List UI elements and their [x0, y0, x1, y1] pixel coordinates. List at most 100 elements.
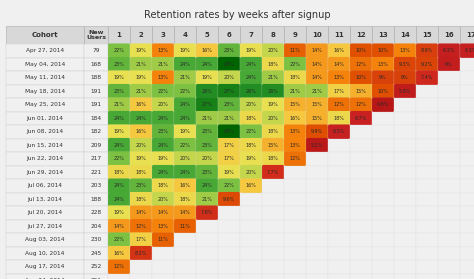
Text: 20%: 20%	[246, 170, 256, 175]
Text: 23%: 23%	[157, 129, 168, 134]
Text: 21%: 21%	[180, 75, 191, 80]
FancyBboxPatch shape	[152, 232, 174, 247]
Text: 21%: 21%	[136, 89, 146, 94]
Bar	[196, 220, 218, 233]
Bar	[328, 85, 350, 98]
FancyBboxPatch shape	[196, 44, 218, 58]
Bar	[196, 26, 218, 44]
Text: May 11, 2014: May 11, 2014	[25, 75, 65, 80]
Bar	[152, 44, 174, 57]
Bar	[284, 165, 306, 179]
Bar	[460, 247, 474, 260]
Text: 19%: 19%	[136, 48, 146, 53]
Text: 12%: 12%	[356, 102, 366, 107]
Bar	[372, 193, 394, 206]
FancyBboxPatch shape	[306, 84, 328, 98]
Text: 14%: 14%	[180, 210, 191, 215]
Bar	[218, 165, 240, 179]
Bar	[350, 165, 372, 179]
Bar	[174, 260, 196, 273]
FancyBboxPatch shape	[152, 44, 174, 58]
Bar	[416, 26, 438, 44]
FancyBboxPatch shape	[130, 97, 152, 112]
Text: 23%: 23%	[136, 183, 146, 188]
Bar	[130, 26, 152, 44]
Bar	[196, 193, 218, 206]
FancyBboxPatch shape	[350, 57, 372, 71]
Bar	[218, 220, 240, 233]
Bar	[152, 138, 174, 152]
Text: 14%: 14%	[311, 75, 322, 80]
Bar	[218, 26, 240, 44]
Bar	[130, 220, 152, 233]
Text: 11: 11	[334, 32, 344, 38]
Bar	[350, 206, 372, 220]
Bar	[262, 233, 284, 247]
Bar	[350, 112, 372, 125]
FancyBboxPatch shape	[130, 232, 152, 247]
FancyBboxPatch shape	[152, 70, 174, 85]
Bar	[372, 85, 394, 98]
Bar	[174, 233, 196, 247]
Bar	[196, 98, 218, 112]
Bar	[328, 26, 350, 44]
FancyBboxPatch shape	[130, 57, 152, 71]
Text: 5.2%: 5.2%	[311, 143, 323, 148]
FancyBboxPatch shape	[174, 97, 196, 112]
Bar	[84, 193, 108, 206]
Text: 19%: 19%	[114, 210, 124, 215]
Bar	[174, 206, 196, 220]
Text: 252: 252	[91, 264, 101, 269]
Text: Jul 06, 2014: Jul 06, 2014	[27, 183, 63, 188]
Bar	[6, 125, 84, 138]
Text: 13%: 13%	[157, 48, 168, 53]
Bar	[306, 85, 328, 98]
Text: 20%: 20%	[157, 102, 168, 107]
Text: 20%: 20%	[201, 156, 212, 161]
FancyBboxPatch shape	[174, 84, 196, 98]
FancyBboxPatch shape	[108, 44, 130, 58]
Text: 8: 8	[271, 32, 275, 38]
Text: 21%: 21%	[136, 62, 146, 67]
FancyBboxPatch shape	[108, 259, 130, 274]
FancyBboxPatch shape	[328, 57, 350, 71]
Bar	[108, 220, 130, 233]
Bar	[394, 179, 416, 193]
Bar	[372, 112, 394, 125]
Bar	[460, 125, 474, 138]
Bar	[108, 193, 130, 206]
Bar	[84, 220, 108, 233]
FancyBboxPatch shape	[460, 44, 474, 58]
Bar	[328, 57, 350, 71]
Text: 11%: 11%	[157, 237, 168, 242]
Bar	[262, 260, 284, 273]
Bar	[84, 179, 108, 193]
Bar	[350, 247, 372, 260]
Text: 29%: 29%	[224, 129, 234, 134]
Text: 20%: 20%	[267, 48, 278, 53]
FancyBboxPatch shape	[108, 165, 130, 180]
Bar	[284, 152, 306, 165]
Text: 22%: 22%	[180, 143, 191, 148]
Text: 18%: 18%	[267, 156, 278, 161]
FancyBboxPatch shape	[328, 97, 350, 112]
Text: 21%: 21%	[114, 102, 125, 107]
Bar	[196, 273, 218, 279]
Bar	[196, 85, 218, 98]
FancyBboxPatch shape	[416, 44, 438, 58]
FancyBboxPatch shape	[130, 179, 152, 193]
Text: 19%: 19%	[246, 156, 256, 161]
Bar	[372, 71, 394, 85]
FancyBboxPatch shape	[262, 124, 284, 139]
Bar	[416, 179, 438, 193]
Text: 19%: 19%	[180, 129, 191, 134]
FancyBboxPatch shape	[306, 70, 328, 85]
Text: 16%: 16%	[334, 48, 345, 53]
Text: 21%: 21%	[201, 197, 212, 202]
FancyBboxPatch shape	[130, 44, 152, 58]
Bar	[372, 165, 394, 179]
Bar	[328, 220, 350, 233]
Bar	[394, 138, 416, 152]
Bar	[284, 179, 306, 193]
Text: 24%: 24%	[246, 75, 256, 80]
